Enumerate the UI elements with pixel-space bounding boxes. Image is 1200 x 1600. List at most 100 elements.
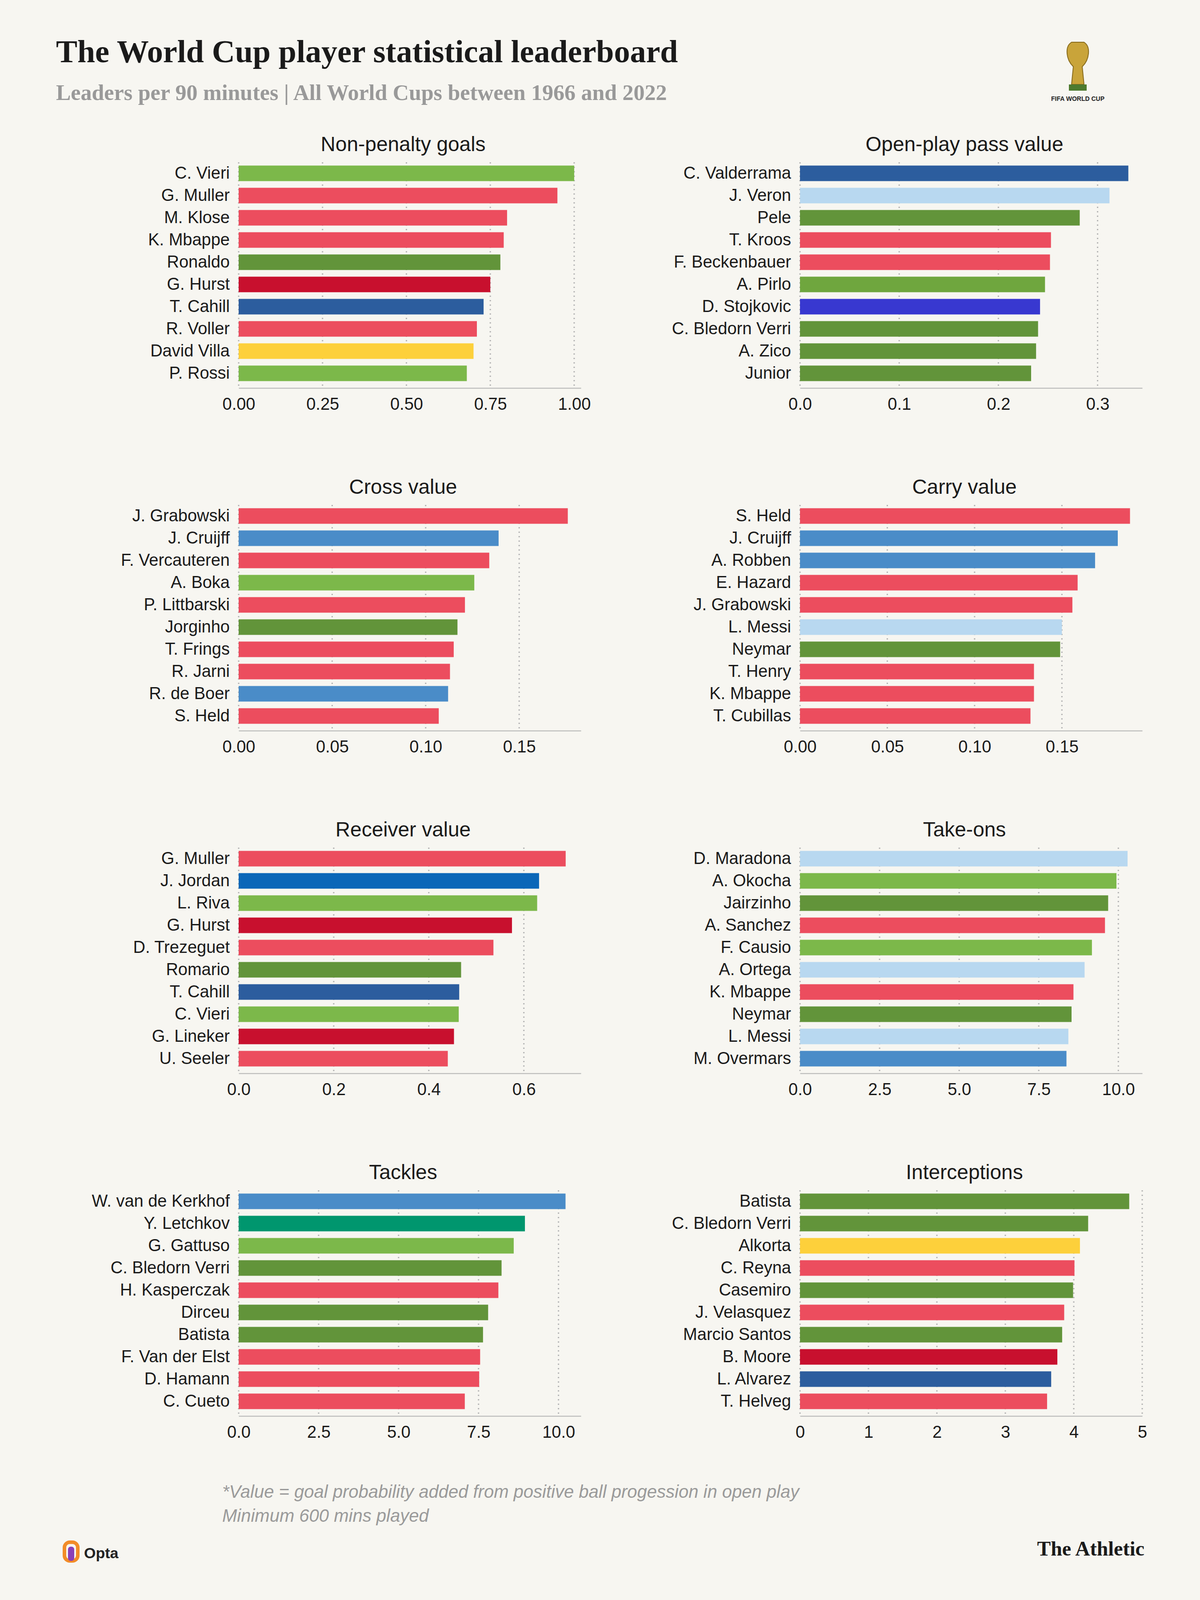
x-tick-label: 0.15 bbox=[1045, 737, 1079, 756]
category-label: J. Velasquez bbox=[695, 1302, 792, 1322]
y-tick: S. Held bbox=[174, 706, 239, 725]
category-label: C. Vieri bbox=[174, 1004, 230, 1024]
y-tick: T. Helveg bbox=[720, 1391, 800, 1411]
category-label: R. Voller bbox=[165, 319, 230, 338]
bar bbox=[800, 895, 1108, 912]
y-tick: Jairzinho bbox=[723, 893, 800, 912]
bars bbox=[800, 1193, 1130, 1410]
y-axis: J. GrabowskiJ. CruijffF. VercauterenA. B… bbox=[120, 505, 240, 728]
x-tick-label: 1.00 bbox=[557, 394, 591, 414]
x-tick: 0.15 bbox=[1045, 730, 1079, 756]
bar bbox=[238, 552, 490, 569]
bars bbox=[238, 851, 566, 1067]
y-tick: J. Jordan bbox=[160, 871, 239, 890]
category-label: Marcio Santos bbox=[683, 1324, 792, 1344]
x-tick: 5 bbox=[1137, 1416, 1148, 1442]
y-axis: W. van de KerkhofY. LetchkovG. GattusoC.… bbox=[92, 1190, 240, 1413]
x-tick: 5.0 bbox=[947, 1073, 972, 1099]
y-tick: L. Messi bbox=[728, 617, 800, 636]
bar bbox=[238, 508, 568, 524]
y-axis-line bbox=[238, 848, 240, 1071]
x-tick-label: 0.10 bbox=[409, 737, 443, 756]
bar bbox=[800, 1006, 1072, 1023]
category-label: T. Cahill bbox=[169, 982, 230, 1001]
x-tick: 0.10 bbox=[958, 730, 992, 756]
bar bbox=[238, 1028, 454, 1045]
bar bbox=[800, 708, 1031, 724]
category-label: S. Held bbox=[735, 506, 792, 525]
category-label: Junior bbox=[745, 363, 792, 383]
x-tick: 0.4 bbox=[417, 1073, 441, 1099]
category-label: Jorginho bbox=[164, 617, 230, 636]
panel: Tackles0.02.55.07.510.0W. van de Kerkhof… bbox=[92, 1160, 582, 1442]
x-axis: 0.00.20.40.6 bbox=[227, 1073, 581, 1099]
bars bbox=[238, 508, 568, 724]
category-label: W. van de Kerkhof bbox=[92, 1191, 231, 1211]
y-tick: C. Cueto bbox=[163, 1391, 239, 1411]
x-tick-label: 0.15 bbox=[503, 737, 536, 756]
category-label: J. Grabowski bbox=[132, 506, 230, 525]
logo-text: FIFA WORLD CUP bbox=[1051, 95, 1105, 103]
y-tick: G. Muller bbox=[161, 848, 239, 868]
category-label: Batista bbox=[739, 1191, 792, 1211]
x-tick-label: 0.25 bbox=[306, 394, 340, 414]
bars bbox=[238, 165, 575, 382]
x-tick: 5.0 bbox=[387, 1416, 411, 1442]
x-tick: 7.5 bbox=[1027, 1073, 1051, 1099]
bar bbox=[800, 276, 1045, 293]
x-axis: 0.02.55.07.510.0 bbox=[788, 1073, 1143, 1099]
bars bbox=[800, 851, 1128, 1067]
category-label: A. Pirlo bbox=[736, 274, 792, 294]
x-tick-label: 0.1 bbox=[887, 394, 912, 414]
category-label: D. Maradona bbox=[693, 848, 792, 868]
bar bbox=[238, 530, 499, 547]
bar bbox=[238, 1327, 484, 1343]
bar bbox=[800, 619, 1062, 636]
axis-line bbox=[239, 1073, 582, 1075]
x-tick-label: 1 bbox=[864, 1422, 874, 1442]
y-tick: R. Voller bbox=[165, 319, 239, 338]
y-tick: Casemiro bbox=[718, 1280, 800, 1300]
y-tick: J. Grabowski bbox=[693, 595, 800, 614]
bar bbox=[238, 962, 462, 978]
y-tick: A. Pirlo bbox=[736, 274, 800, 294]
y-tick: D. Stojkovic bbox=[701, 296, 800, 316]
category-label: G. Hurst bbox=[167, 915, 231, 935]
bar bbox=[238, 254, 501, 271]
source: Opta bbox=[84, 1544, 120, 1562]
category-label: P. Rossi bbox=[168, 363, 230, 383]
y-tick: T. Kroos bbox=[729, 230, 800, 249]
category-label: David Villa bbox=[150, 341, 231, 360]
x-tick: 7.5 bbox=[467, 1416, 491, 1442]
y-tick: A. Zico bbox=[738, 341, 800, 360]
bar bbox=[238, 1260, 502, 1276]
y-tick: K. Mbappe bbox=[148, 230, 239, 249]
x-tick: 2 bbox=[932, 1416, 942, 1442]
source-logo-mark bbox=[64, 1542, 78, 1561]
y-tick: T. Cahill bbox=[169, 296, 239, 316]
x-tick: 0.00 bbox=[222, 730, 256, 756]
bar bbox=[800, 597, 1073, 613]
y-axis: C. VieriG. MullerM. KloseK. MbappeRonald… bbox=[148, 162, 239, 385]
bar bbox=[238, 1349, 480, 1365]
bar bbox=[800, 321, 1039, 337]
x-tick: 0.0 bbox=[227, 1416, 251, 1442]
y-tick: J. Veron bbox=[729, 185, 800, 205]
bar bbox=[238, 276, 491, 293]
y-tick: D. Maradona bbox=[693, 848, 800, 868]
category-label: C. Vieri bbox=[174, 163, 230, 183]
bars bbox=[238, 1193, 566, 1410]
grid bbox=[238, 1190, 559, 1416]
y-tick: C. Vieri bbox=[174, 1004, 239, 1024]
y-tick: M. Klose bbox=[164, 208, 239, 227]
panel-title: Open-play pass value bbox=[865, 132, 1064, 156]
bar bbox=[800, 1371, 1052, 1388]
x-tick-label: 0.05 bbox=[871, 737, 904, 756]
category-label: Dirceu bbox=[180, 1302, 230, 1322]
x-tick: 0.75 bbox=[474, 388, 508, 414]
bar bbox=[800, 299, 1040, 315]
x-tick-label: 0.75 bbox=[474, 394, 508, 414]
bar bbox=[238, 188, 558, 204]
x-tick: 0.6 bbox=[512, 1073, 536, 1099]
x-tick-label: 5.0 bbox=[387, 1422, 411, 1442]
